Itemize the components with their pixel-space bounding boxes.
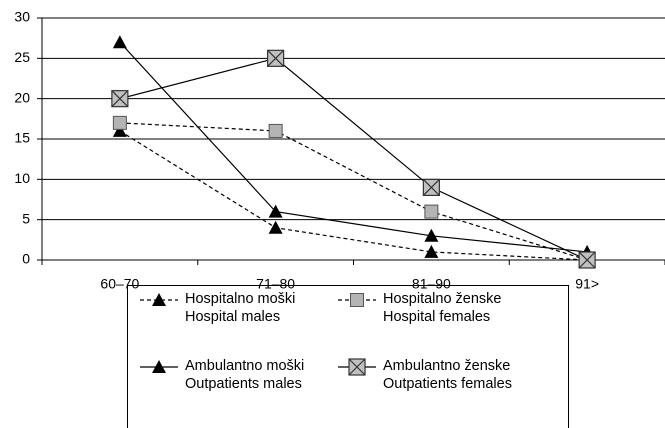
legend-label: Hospitalno ženske Hospital females: [383, 291, 502, 325]
series-line: [119, 130, 588, 261]
x-tick-label: 81–90: [412, 276, 451, 292]
legend-marker: [152, 360, 166, 373]
marker: [112, 115, 127, 130]
y-tick-label: 0: [22, 251, 30, 267]
legend-marker: [350, 293, 364, 307]
legend-label: Ambulantno moški Outpatients males: [185, 358, 305, 392]
legend-marker: [348, 358, 366, 376]
series-line: [119, 57, 588, 261]
legend-marker: [152, 293, 166, 306]
marker: [578, 251, 596, 269]
marker: [268, 123, 283, 138]
marker: [112, 123, 127, 137]
marker: [424, 228, 439, 242]
marker: [267, 49, 285, 67]
marker: [112, 35, 127, 49]
legend-label: Ambulantno ženske Outpatients females: [383, 358, 512, 392]
marker: [268, 220, 283, 234]
legend-label: Hospitalno moški Hospital males: [185, 291, 296, 325]
series-line: [119, 41, 588, 253]
marker: [111, 90, 129, 108]
y-tick-label: 25: [14, 49, 30, 65]
x-tick-label: 91>: [575, 276, 599, 292]
y-tick-label: 10: [14, 170, 30, 186]
marker: [424, 204, 439, 219]
y-tick-label: 20: [14, 89, 30, 105]
x-tick-label: 71–80: [256, 276, 295, 292]
y-tick-label: 15: [14, 130, 30, 146]
legend-box: [127, 285, 569, 428]
marker: [424, 244, 439, 258]
marker: [422, 178, 440, 196]
y-tick-label: 30: [14, 9, 30, 25]
y-tick-label: 5: [22, 210, 30, 226]
x-tick-label: 60–70: [100, 276, 139, 292]
marker: [268, 204, 283, 218]
